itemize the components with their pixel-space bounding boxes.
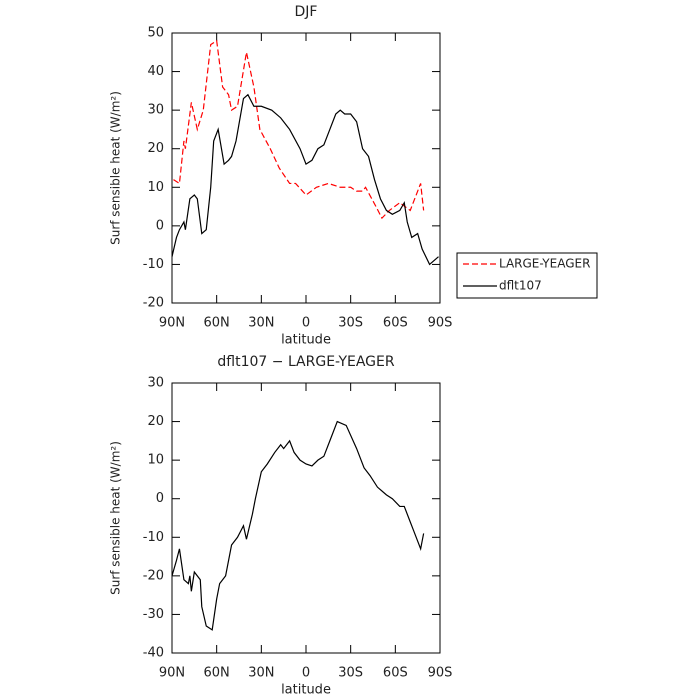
x-tick-label: 60N [204, 666, 230, 681]
x-tick-label: 60S [383, 316, 408, 331]
plot-frame [171, 382, 441, 654]
data-line [171, 420, 425, 631]
y-tick-label: 10 [147, 453, 164, 468]
x-tick-label: 90S [428, 666, 453, 681]
y-tick-label: -20 [143, 568, 164, 583]
x-tick-label: 30N [248, 316, 274, 331]
y-tick-label: 30 [147, 376, 164, 391]
y-tick-label: 30 [147, 103, 164, 118]
y-tick-label: 40 [147, 64, 164, 79]
data-line [173, 39, 425, 220]
y-tick-label: -30 [143, 607, 164, 622]
x-tick-label: 0 [302, 666, 310, 681]
x-tick-label: 60S [383, 666, 408, 681]
y-tick-label: -10 [143, 257, 164, 272]
y-tick-label: -10 [143, 530, 164, 545]
x-tick-label: 0 [302, 316, 310, 331]
x-tick-label: 90N [159, 316, 185, 331]
y-axis-label: Surf sensible heat (W/m²) [109, 91, 123, 245]
legend-box [456, 252, 598, 299]
x-axis-label: latitude [281, 683, 331, 698]
x-tick-label: 90N [159, 666, 185, 681]
y-tick-label: 50 [147, 26, 164, 41]
x-tick-label: 30N [248, 666, 274, 681]
chart-title: DJF [295, 4, 318, 20]
y-tick-label: -20 [143, 296, 164, 311]
y-tick-label: 20 [147, 141, 164, 156]
y-tick-label: -40 [143, 646, 164, 661]
x-tick-label: 90S [428, 316, 453, 331]
y-tick-label: 0 [156, 218, 164, 233]
legend-label: dflt107 [499, 279, 542, 293]
x-tick-label: 30S [338, 666, 363, 681]
y-tick-label: 0 [156, 491, 164, 506]
chart-title: dflt107 − LARGE-YEAGER [217, 354, 394, 370]
x-tick-label: 30S [338, 316, 363, 331]
y-tick-label: 20 [147, 414, 164, 429]
data-line [171, 93, 439, 266]
y-tick-label: 10 [147, 180, 164, 195]
y-axis-label: Surf sensible heat (W/m²) [109, 441, 123, 595]
x-tick-label: 60N [204, 316, 230, 331]
x-axis-label: latitude [281, 333, 331, 348]
legend-label: LARGE-YEAGER [499, 257, 590, 271]
